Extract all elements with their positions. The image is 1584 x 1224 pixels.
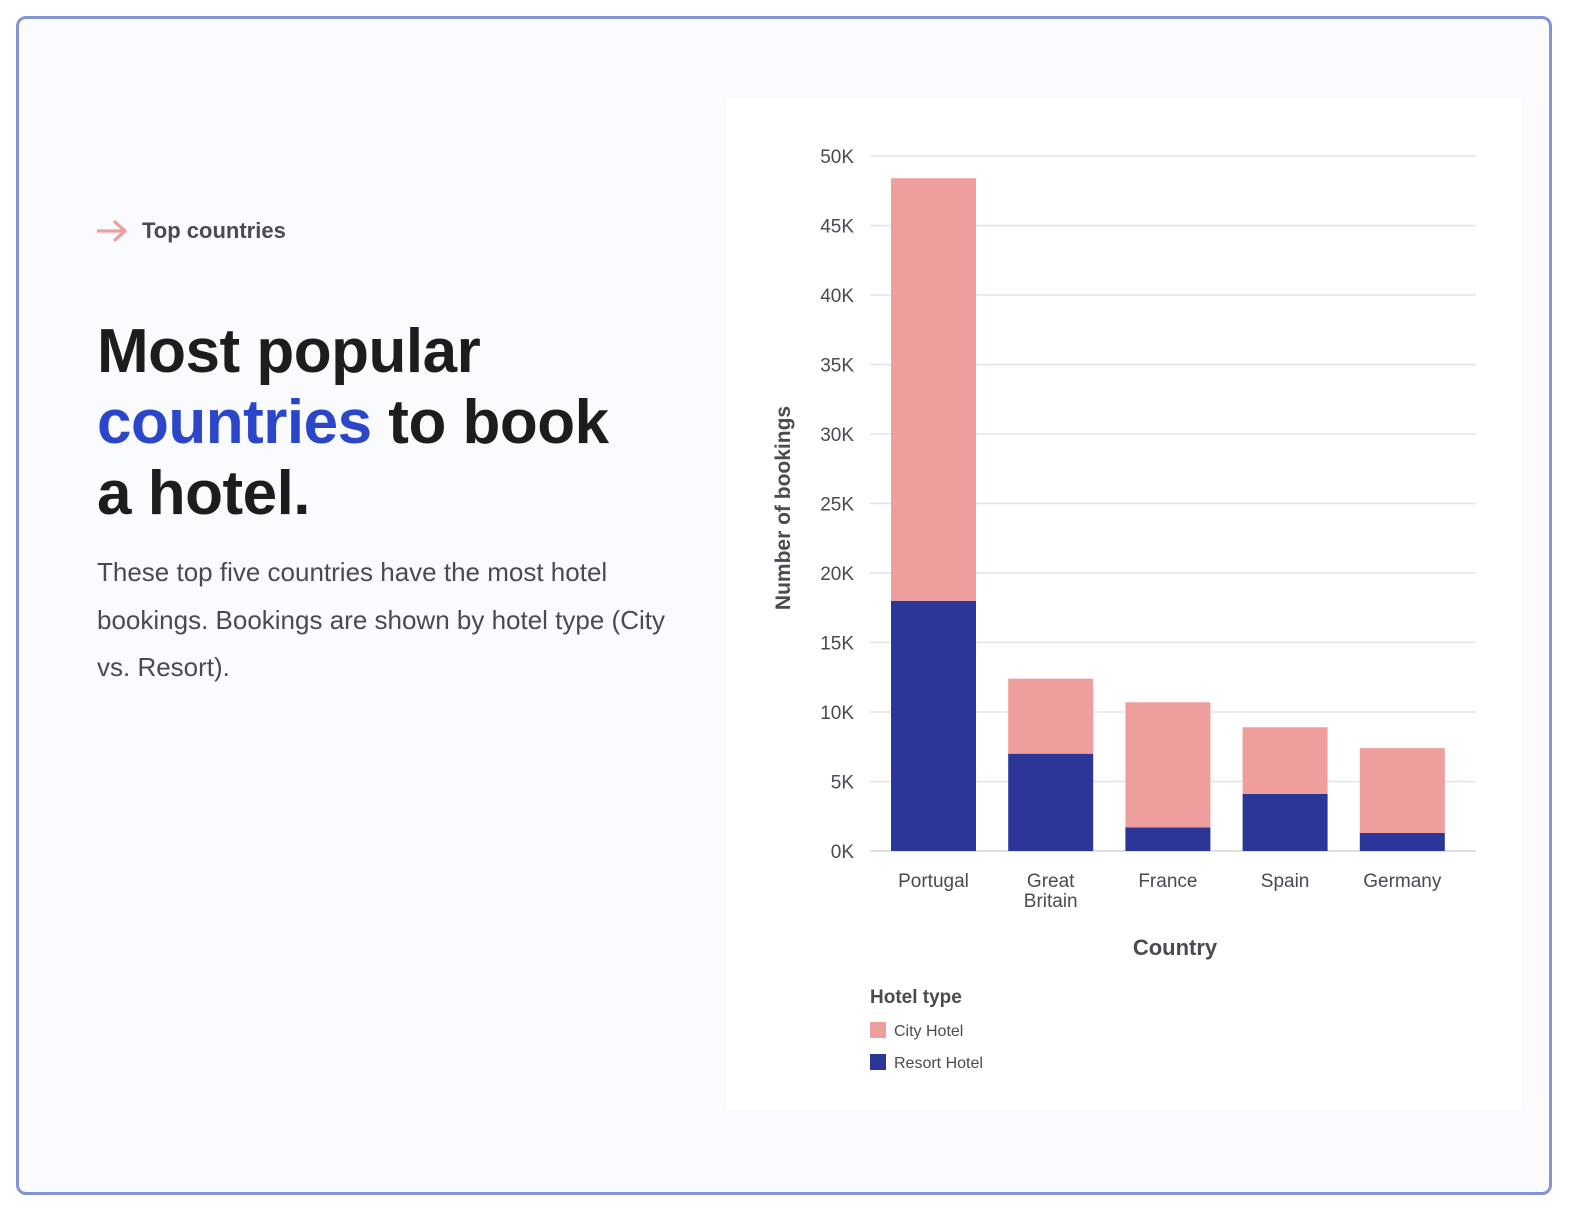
x-axis-ticks: Portugal Great Britain France Spain Germany xyxy=(898,871,1442,912)
x-tick-label: France xyxy=(1138,871,1197,892)
bar-city-hotel xyxy=(1125,702,1211,828)
y-axis-title: Number of bookings xyxy=(772,406,795,610)
x-tick-label: Great Britain xyxy=(1024,871,1078,912)
bar-resort-hotel xyxy=(1359,832,1445,851)
y-axis-ticks: 0K 5K 10K 15K 20K 25K 30K 35K 40K 45K 50K xyxy=(820,147,854,863)
legend-swatch xyxy=(870,1054,886,1070)
bar-city-hotel xyxy=(891,178,976,601)
bar-city-hotel xyxy=(1242,727,1328,795)
card-frame: Top countries Most popular countries to … xyxy=(16,16,1552,1195)
legend: City Hotel Resort Hotel xyxy=(870,1022,983,1072)
chart-card: 0K 5K 10K 15K 20K 25K 30K 35K 40K 45K 50K Portugal… xyxy=(727,99,1521,1109)
intro-panel: Top countries Most popular countries to … xyxy=(97,214,697,692)
title-part-1: Most popular xyxy=(97,317,481,386)
title-accent: countries xyxy=(97,388,372,457)
x-tick-label: Germany xyxy=(1363,871,1442,892)
bar-resort-hotel xyxy=(1242,794,1328,851)
y-tick-label: 20K xyxy=(820,564,854,585)
y-tick-label: 10K xyxy=(820,703,854,724)
eyebrow-label: Top countries xyxy=(142,218,286,243)
x-tick-label: Portugal xyxy=(898,871,969,892)
y-tick-label: 30K xyxy=(820,425,854,446)
y-tick-label: 50K xyxy=(820,147,854,168)
x-tick-label: Spain xyxy=(1261,871,1310,892)
bar-city-hotel xyxy=(1008,678,1094,754)
bar-resort-hotel xyxy=(891,600,976,851)
legend-label: City Hotel xyxy=(894,1023,963,1040)
legend-swatch xyxy=(870,1022,886,1038)
bars xyxy=(891,178,1445,851)
bar-city-hotel xyxy=(1359,748,1445,833)
y-tick-label: 45K xyxy=(820,217,854,238)
y-tick-label: 35K xyxy=(820,356,854,377)
title-part-2: to book xyxy=(388,388,609,457)
y-tick-label: 0K xyxy=(831,842,855,863)
legend-label: Resort Hotel xyxy=(894,1055,983,1072)
page-title: Most popular countries to book a hotel. xyxy=(97,316,697,529)
arrow-right-icon xyxy=(97,220,127,242)
title-part-3: a hotel. xyxy=(97,459,311,528)
section-eyebrow: Top countries xyxy=(97,214,697,248)
y-tick-label: 25K xyxy=(820,495,854,516)
stacked-bar-chart: 0K 5K 10K 15K 20K 25K 30K 35K 40K 45K 50K Portugal… xyxy=(772,147,1476,1072)
legend-title: Hotel type xyxy=(870,987,962,1008)
bar-resort-hotel xyxy=(1008,753,1094,851)
x-axis-title: Country xyxy=(1133,935,1218,960)
y-tick-label: 5K xyxy=(831,773,855,794)
page-description: These top five countries have the most h… xyxy=(97,557,665,682)
y-tick-label: 15K xyxy=(820,634,854,655)
bar-resort-hotel xyxy=(1125,827,1211,851)
y-tick-label: 40K xyxy=(820,286,854,307)
